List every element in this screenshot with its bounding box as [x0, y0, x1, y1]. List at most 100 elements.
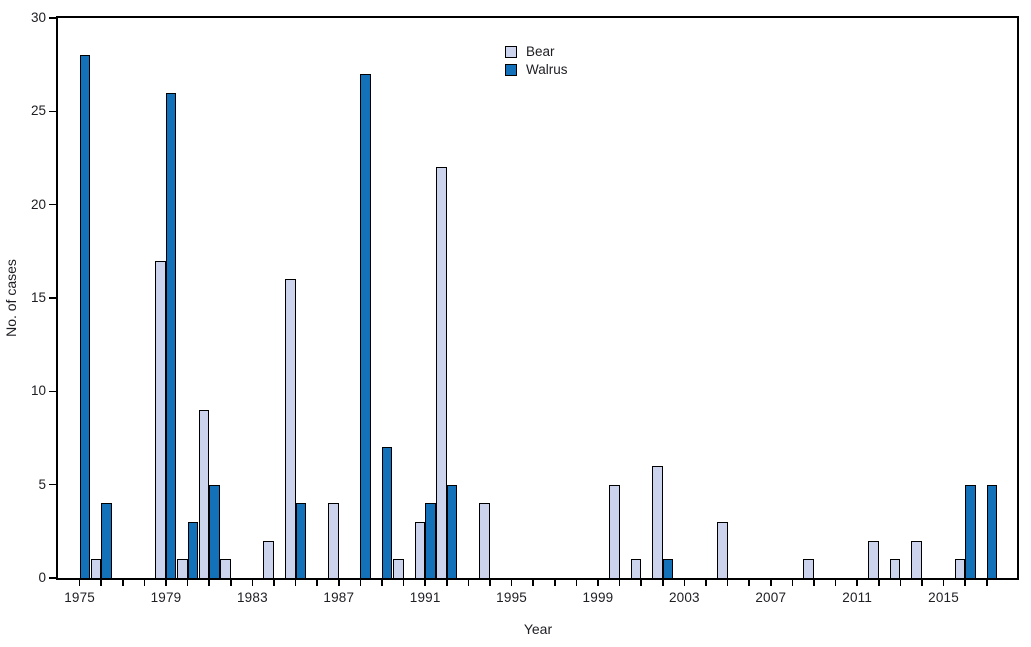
x-axis-tick [813, 580, 815, 586]
bear-bar-1985 [285, 279, 296, 578]
x-axis-tick [726, 580, 729, 586]
legend-item-bear: Bear [505, 44, 568, 59]
x-axis-tick [316, 580, 318, 586]
x-axis-tick [834, 580, 837, 586]
x-axis-tick [186, 580, 189, 586]
walrus-bar-1988 [360, 74, 371, 578]
x-axis-tick [273, 580, 275, 586]
x-tick-label: 1999 [582, 590, 614, 605]
bear-bar-1987 [328, 503, 339, 578]
x-axis-tick [532, 580, 534, 586]
bear-bar-1994 [479, 503, 490, 578]
bear-bar-2014 [911, 540, 922, 578]
y-axis-tick [49, 203, 58, 206]
x-tick-label: 2015 [928, 590, 959, 605]
bear-bar-2002 [652, 466, 663, 578]
legend-item-walrus: Walrus [505, 62, 568, 77]
y-tick-label: 15 [30, 290, 46, 305]
y-axis-tick [49, 577, 58, 579]
bear-bar-2000 [609, 484, 620, 578]
walrus-bar-1975 [79, 55, 91, 578]
x-axis-tick [748, 580, 750, 586]
x-axis-tick [597, 580, 599, 586]
bear-bar-1976 [90, 559, 102, 578]
x-axis-tick [553, 580, 556, 586]
walrus-bar-2002 [662, 559, 674, 578]
x-axis-tick [78, 580, 81, 586]
x-tick-label: 1983 [236, 590, 268, 605]
x-axis-tick [618, 580, 621, 586]
x-axis-tick [143, 580, 146, 586]
x-axis-tick [640, 580, 642, 586]
x-axis-tick [381, 580, 383, 586]
walrus-bar-1981 [209, 484, 220, 578]
y-tick-label: 5 [38, 476, 46, 492]
x-axis-title: Year [523, 621, 553, 637]
x-axis-tick [489, 580, 491, 586]
y-axis-tick [49, 17, 58, 19]
y-axis-tick [49, 110, 58, 113]
bear-bar-2005 [717, 522, 728, 578]
y-tick-label: 20 [30, 196, 46, 212]
x-axis-tick [856, 580, 858, 586]
bear-bar-1979 [155, 260, 166, 578]
y-tick-label: 25 [30, 103, 46, 119]
x-axis-tick [445, 580, 448, 586]
y-tick-label: 30 [30, 10, 46, 25]
x-axis-tick [877, 580, 880, 586]
bear-bar-2016 [954, 559, 966, 578]
x-tick-label: 1979 [150, 590, 182, 605]
x-axis-tick [985, 580, 988, 586]
y-axis-tick [49, 483, 58, 486]
x-axis-tick [575, 580, 578, 586]
x-axis-tick [705, 580, 707, 586]
walrus-bar-2016 [965, 484, 976, 578]
bear-bar-1990 [393, 559, 404, 578]
walrus-bar-1989 [381, 447, 393, 578]
x-axis-tick [121, 580, 124, 586]
y-tick-label: 0 [38, 570, 46, 585]
x-tick-label: 1975 [64, 590, 96, 605]
plot-area: Bear Walrus 0 5 10 15 20 25 30 1975 1979 1983 1987… [31, 10, 1019, 605]
x-tick-label: 2003 [668, 590, 700, 605]
bear-bar-2013 [889, 559, 901, 578]
bear-bar-2012 [868, 540, 879, 578]
x-tick-label: 1987 [323, 590, 355, 605]
x-axis-tick [100, 580, 102, 586]
legend-label-walrus: Walrus [526, 62, 568, 77]
x-axis-tick [208, 580, 210, 586]
x-axis-tick [964, 580, 966, 586]
x-tick-label: 2007 [755, 590, 787, 605]
bear-bar-1992 [436, 167, 447, 578]
walrus-bar-1979 [165, 92, 177, 578]
walrus-swatch-icon [505, 63, 517, 76]
x-axis-tick [510, 580, 513, 586]
x-tick-label: 1995 [496, 590, 527, 605]
bear-swatch-icon [505, 45, 517, 58]
legend: Bear Walrus [505, 44, 568, 77]
x-axis-tick [921, 580, 923, 586]
y-axis-tick [49, 390, 58, 393]
walrus-bar-1992 [446, 484, 458, 578]
x-tick-label: 1991 [409, 590, 441, 605]
x-axis-tick [337, 580, 340, 586]
x-axis-tick [294, 580, 297, 586]
x-axis-tick [424, 580, 426, 586]
x-axis-tick [899, 580, 902, 586]
x-axis-tick [683, 580, 686, 586]
bear-bar-1982 [220, 559, 231, 578]
bear-bar-2001 [630, 559, 642, 578]
legend-label-bear: Bear [526, 44, 555, 59]
x-axis-tick [359, 580, 362, 586]
x-axis-tick [661, 580, 664, 586]
bear-bar-1980 [177, 559, 188, 578]
x-axis-tick [402, 580, 405, 586]
x-axis-tick [165, 580, 167, 586]
bear-bar-2009 [803, 559, 814, 578]
walrus-bar-1985 [295, 503, 307, 578]
bear-bar-1984 [263, 540, 274, 578]
walrus-bar-1976 [101, 503, 112, 578]
x-axis-tick [467, 580, 470, 586]
x-axis-tick [229, 580, 232, 586]
